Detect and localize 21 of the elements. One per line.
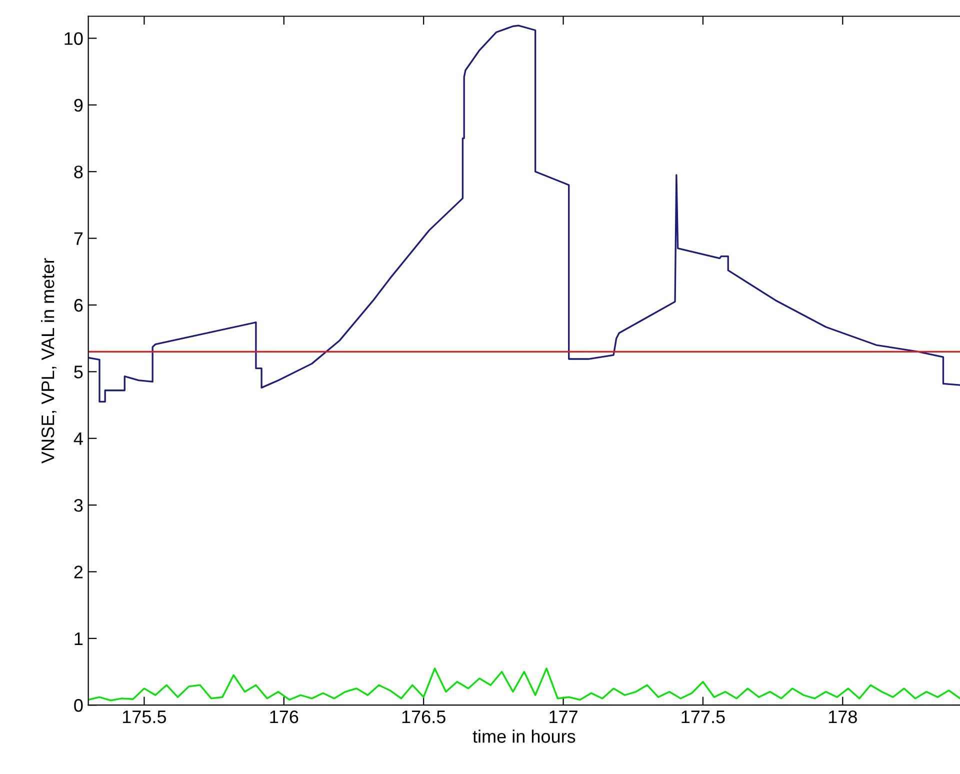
y-tick-label: 7 <box>74 232 83 245</box>
y-tick-label: 4 <box>74 432 83 445</box>
line-series <box>88 668 960 702</box>
x-tick-label: 177 <box>550 710 578 724</box>
x-tick-label: 175.5 <box>122 710 166 724</box>
y-tick-label: 5 <box>74 366 83 378</box>
y-tick-label: 0 <box>74 699 83 712</box>
y-tick-label: 8 <box>74 166 83 178</box>
y-tick-label: 3 <box>74 498 83 512</box>
y-tick-label: 2 <box>74 566 83 578</box>
y-axis-title: VNSE, VPL, VAL in meter <box>40 258 56 464</box>
line-series <box>88 24 960 403</box>
x-tick-label: 178 <box>828 710 857 724</box>
y-tick-label: 10 <box>64 32 83 45</box>
y-tick-label: 6 <box>74 298 83 312</box>
y-tick-label: 1 <box>74 632 83 645</box>
x-tick-label: 176 <box>270 710 298 724</box>
y-tick-label: 9 <box>74 98 83 112</box>
x-tick-label: 176.5 <box>402 710 446 724</box>
x-axis-title: time in hours <box>472 730 576 743</box>
x-tick-label: 177.5 <box>682 710 725 724</box>
